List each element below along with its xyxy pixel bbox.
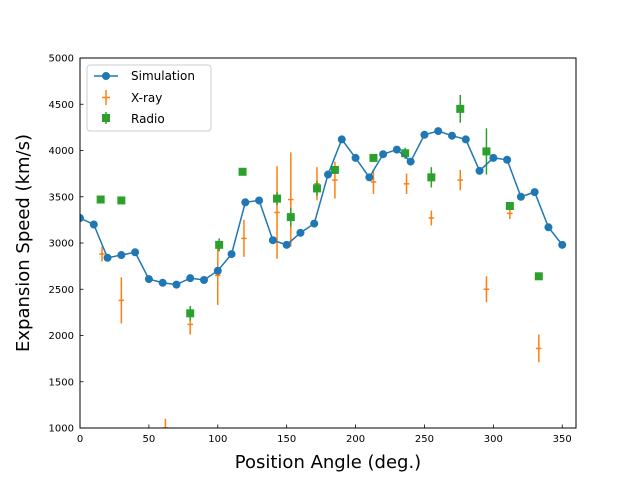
x-tick-label: 250: [415, 434, 434, 445]
x-tick-label: 0: [77, 434, 83, 445]
radio-point: [482, 147, 491, 156]
y-tick-label: 4000: [49, 146, 74, 157]
radio-point: [369, 153, 378, 162]
radio-point: [505, 202, 514, 210]
radio-point: [427, 173, 436, 182]
simulation-point: [227, 250, 236, 259]
simulation-point: [461, 135, 470, 144]
radio-point: [273, 194, 282, 203]
simulation-point: [379, 150, 388, 159]
simulation-point: [103, 253, 112, 262]
legend-simulation-marker: [102, 72, 110, 80]
simulation-point: [558, 240, 567, 249]
simulation-point: [530, 188, 539, 197]
data-layer: [80, 95, 567, 428]
radio-point: [286, 213, 295, 222]
simulation-point: [186, 274, 195, 283]
y-tick-label: 3000: [49, 239, 74, 250]
y-tick-label: 4500: [49, 100, 74, 111]
simulation-point: [282, 240, 291, 249]
radio-point: [186, 309, 195, 318]
simulation-point: [489, 153, 498, 162]
radio-point: [534, 272, 543, 281]
y-tick-label: 5000: [49, 54, 74, 65]
x-tick-label: 50: [143, 434, 156, 445]
simulation-point: [268, 236, 277, 245]
simulation-point: [503, 155, 512, 164]
y-tick-label: 1000: [49, 424, 74, 435]
simulation-point: [172, 280, 181, 289]
radio-point: [238, 167, 247, 176]
simulation-point: [117, 251, 126, 260]
x-tick-label: 150: [277, 434, 296, 445]
x-tick-label: 100: [208, 434, 227, 445]
x-tick-label: 300: [484, 434, 503, 445]
legend-simulation-label: Simulation: [131, 69, 195, 83]
simulation-point: [406, 157, 415, 166]
x-tick-label: 200: [346, 434, 365, 445]
y-tick-label: 2000: [49, 331, 74, 342]
simulation-point: [80, 214, 84, 223]
legend-frame: [86, 64, 212, 132]
simulation-point: [131, 248, 140, 257]
radio-point: [330, 165, 339, 174]
legend-xray-label: X-ray: [131, 91, 162, 105]
simulation-point: [365, 173, 374, 182]
legend: Simulation X-ray Radio: [86, 64, 212, 132]
simulation-point: [255, 196, 264, 205]
y-axis-title: Expansion Speed (km/s): [13, 134, 34, 352]
legend-radio-marker: [102, 114, 110, 122]
y-tick-label: 2500: [49, 285, 74, 296]
x-axis: 0 50 100 150 200 250 300 350: [77, 424, 572, 445]
y-axis: 1000 1500 2000 2500 3000 3500 4000 4500 5000: [49, 54, 84, 435]
simulation-point: [310, 219, 319, 228]
simulation-point: [516, 192, 525, 201]
simulation-point: [475, 166, 484, 175]
simulation-point: [544, 223, 553, 232]
simulation-point: [213, 266, 222, 275]
y-tick-label: 3500: [49, 192, 74, 203]
simulation-point: [241, 198, 250, 207]
radio-point: [456, 104, 465, 113]
simulation-point: [448, 131, 456, 140]
simulation-point: [337, 135, 346, 144]
radio-point: [215, 240, 224, 249]
simulation-point: [158, 278, 167, 287]
simulation-point: [434, 127, 443, 136]
radio-point: [117, 196, 126, 205]
y-tick-label: 1500: [49, 377, 74, 388]
radio-point: [401, 149, 410, 158]
simulation-point: [324, 170, 332, 179]
radio-point: [96, 195, 105, 204]
simulation-point: [89, 220, 98, 229]
radio-point: [312, 184, 321, 193]
simulation-point: [392, 145, 401, 154]
simulation-point: [351, 153, 360, 162]
simulation-point: [200, 276, 208, 284]
simulation-point: [296, 228, 305, 237]
simulation-point: [144, 275, 153, 284]
x-axis-title: Position Angle (deg.): [235, 452, 421, 473]
legend-radio-label: Radio: [131, 112, 165, 126]
simulation-point: [420, 130, 429, 139]
x-tick-label: 350: [553, 434, 572, 445]
